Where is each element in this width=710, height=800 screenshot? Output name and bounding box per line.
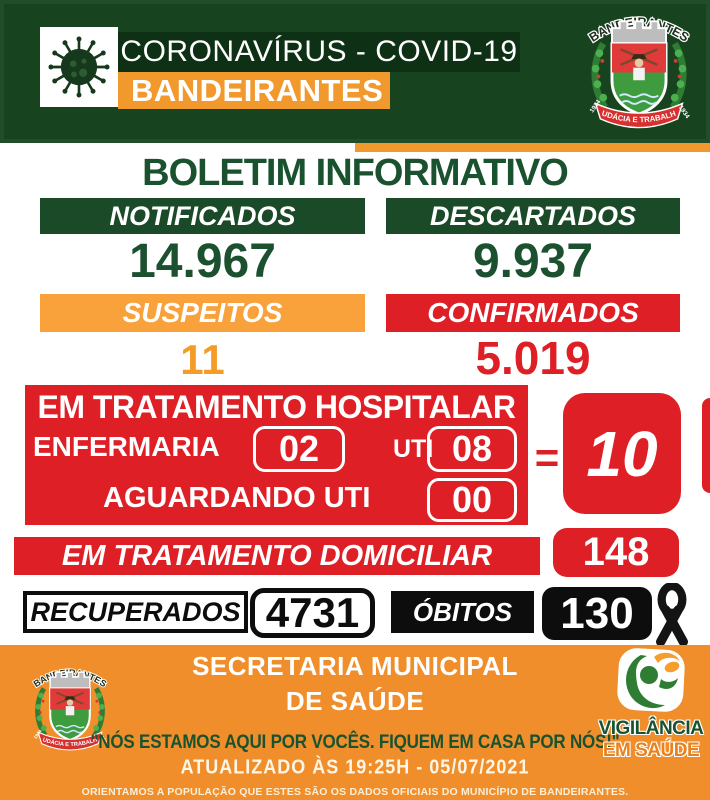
domiciliar-value: 148 (553, 528, 679, 577)
footer-quote: "NÓS ESTAMOS AQUI POR VOCÊS. FIQUEM EM C… (90, 730, 620, 753)
confirmados-value: 5.019 (475, 332, 591, 384)
footer-disclaimer: ORIENTAMOS A POPULAÇÃO QUE ESTES SÃO OS … (81, 786, 629, 798)
suspeitos-value: 11 (180, 336, 225, 383)
hospital-treatment-panel: EM TRATAMENTO HOSPITALAR ENFERMARIA 02 U… (25, 385, 528, 525)
recuperados-value: 4731 (250, 588, 375, 638)
vigilancia-em-saude-icon (610, 646, 692, 718)
vigilancia-line1: VIGILÂNCIA (598, 718, 704, 739)
confirmados-header: CONFIRMADOS (386, 294, 680, 332)
vigilancia-line2: EM SAÚDE (602, 740, 700, 761)
secretaria-line1: SECRETARIA MUNICIPAL (192, 651, 518, 681)
notificados-value: 14.967 (129, 235, 276, 288)
equals-sign: = (534, 434, 560, 481)
header-city: BANDEIRANTES (118, 72, 390, 109)
page-title: BOLETIM INFORMATIVO (142, 152, 569, 194)
coronavirus-icon (46, 34, 112, 100)
mourning-ribbon-icon (648, 583, 696, 647)
header-accent-strip (355, 143, 710, 152)
hospital-title: EM TRATAMENTO HOSPITALAR (37, 389, 516, 425)
notificados-header: NOTIFICADOS (40, 198, 365, 234)
descartados-header: DESCARTADOS (386, 198, 680, 234)
descartados-value: 9.937 (472, 235, 594, 288)
secretaria-line2: DE SAÚDE (285, 686, 425, 716)
obitos-label: ÓBITOS (391, 591, 534, 633)
vigilancia-logo-block: VIGILÂNCIA EM SAÚDE (592, 646, 710, 762)
updated-timestamp: ATUALIZADO ÀS 19:25H - 05/07/2021 (180, 755, 530, 779)
recuperados-label: RECUPERADOS (23, 591, 248, 633)
hospital-total-value: 10 (563, 393, 681, 514)
uti-label: UTI (393, 435, 434, 463)
right-edge-decoration (702, 398, 710, 493)
aguardando-uti-label: AGUARDANDO UTI (103, 482, 371, 514)
enfermaria-value: 02 (253, 426, 345, 472)
aguardando-uti-value: 00 (427, 478, 517, 522)
header-title: CORONAVÍRUS - COVID-19 (118, 32, 520, 72)
footer-band (0, 645, 710, 800)
city-crest-icon (575, 3, 703, 143)
enfermaria-label: ENFERMARIA (33, 431, 220, 462)
uti-value: 08 (427, 426, 517, 472)
suspeitos-header: SUSPEITOS (40, 294, 365, 332)
domiciliar-header: EM TRATAMENTO DOMICILIAR (14, 537, 540, 575)
header-band: CORONAVÍRUS - COVID-19 BANDEIRANTES (0, 0, 710, 143)
obitos-value: 130 (542, 587, 652, 640)
virus-icon-box (40, 27, 118, 107)
